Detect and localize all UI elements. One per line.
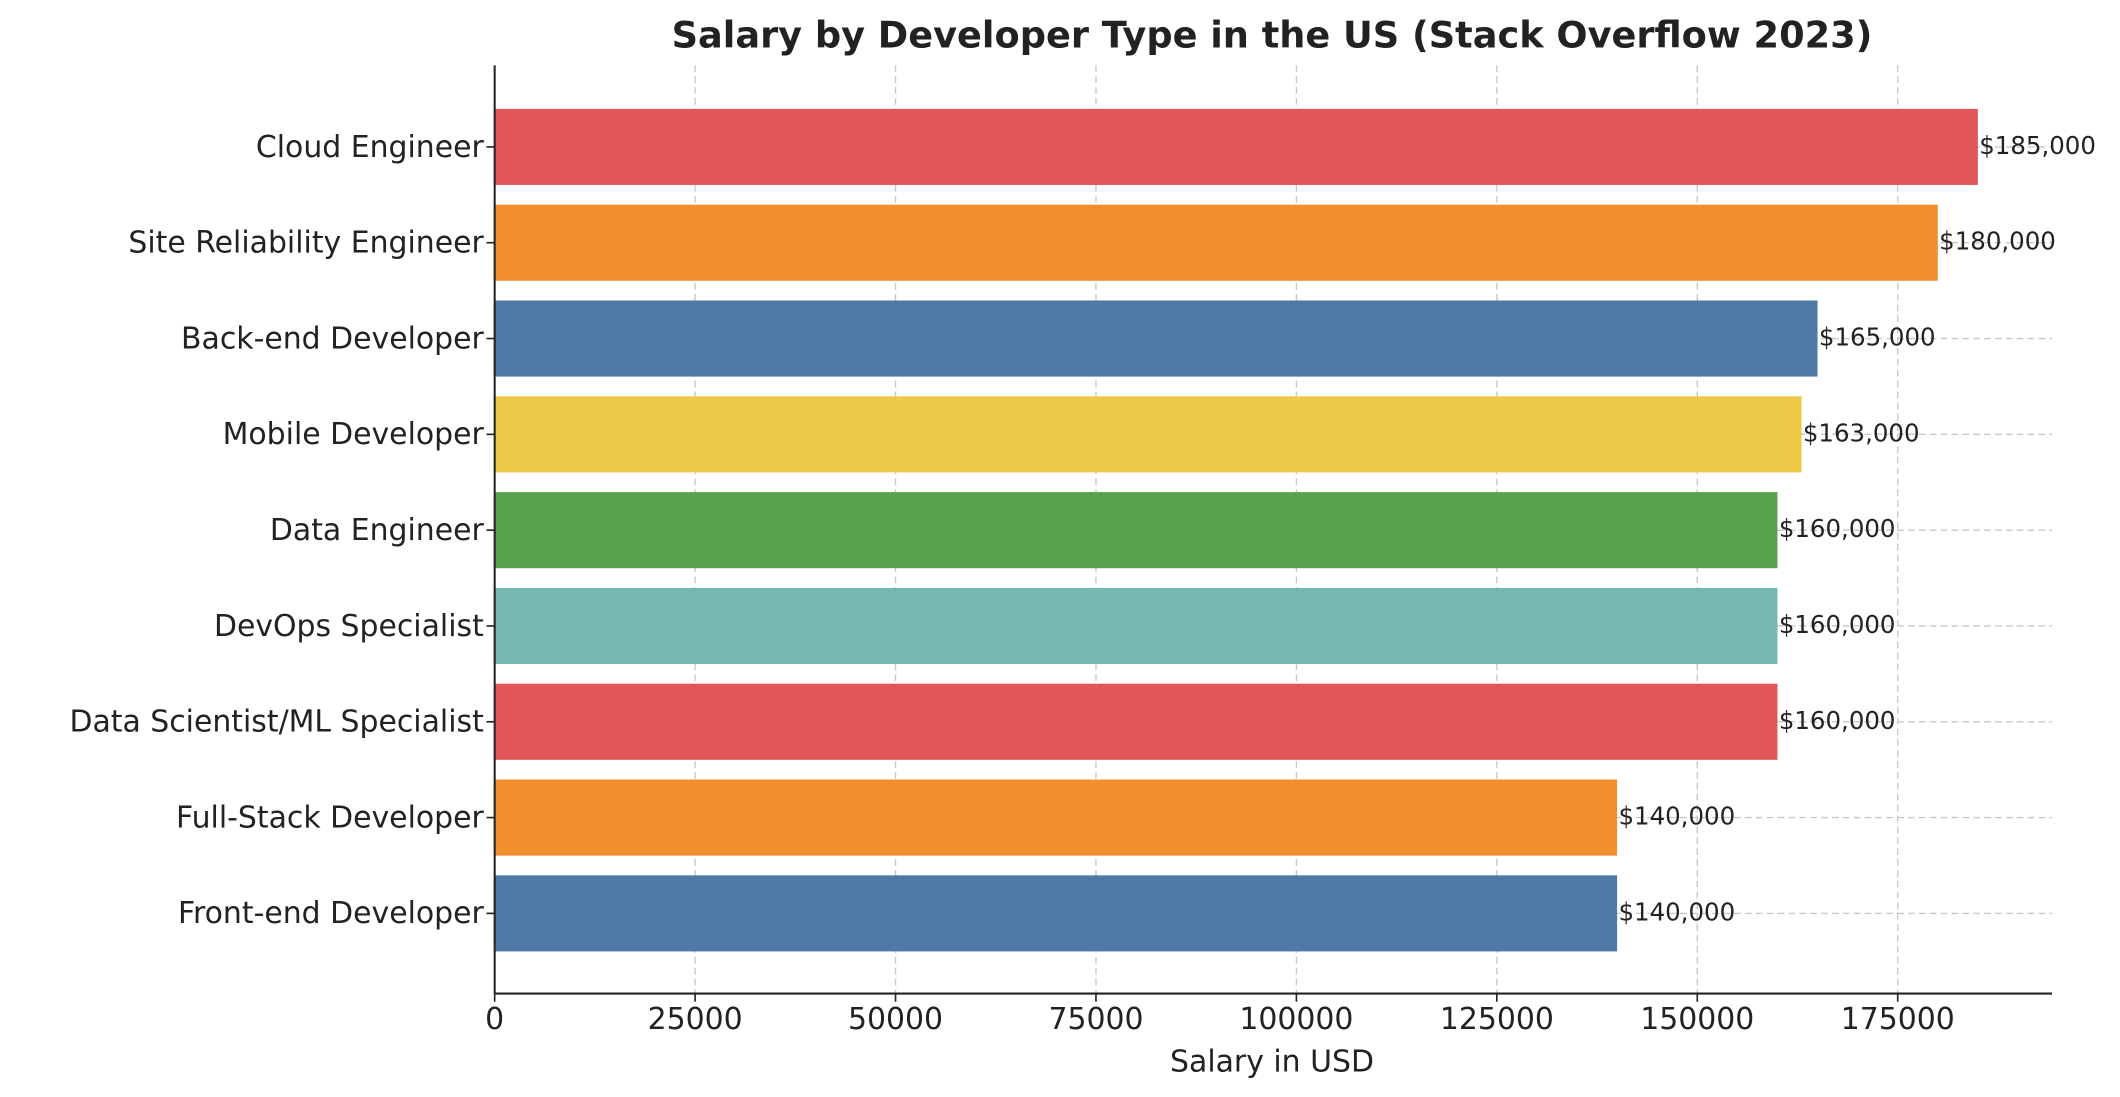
x-tick-label: 25000: [648, 1002, 743, 1037]
value-label: $165,000: [1819, 323, 1936, 352]
value-label: $160,000: [1779, 514, 1896, 543]
y-tick-label: Site Reliability Engineer: [128, 226, 484, 261]
y-tick-label: Cloud Engineer: [256, 130, 485, 165]
value-label: $160,000: [1779, 610, 1896, 639]
x-tick-label: 175000: [1841, 1002, 1955, 1037]
y-tick-label: Back-end Developer: [181, 321, 484, 356]
bar: [494, 683, 1778, 760]
value-label: $185,000: [1979, 131, 2096, 160]
x-tick-label: 50000: [848, 1002, 943, 1037]
bar: [494, 396, 1802, 473]
value-label: $180,000: [1939, 227, 2056, 256]
bar: [494, 779, 1618, 856]
bar: [494, 108, 1978, 185]
bar: [494, 492, 1778, 569]
y-tick-label: Data Engineer: [270, 513, 485, 548]
y-tick-label: Mobile Developer: [223, 417, 485, 452]
x-tick-label: 75000: [1048, 1002, 1143, 1037]
y-tick-label: Data Scientist/ML Specialist: [69, 705, 483, 740]
value-label: $160,000: [1779, 706, 1896, 735]
y-tick-label: Front-end Developer: [178, 896, 484, 931]
bar: [494, 300, 1818, 377]
value-label: $140,000: [1618, 897, 1735, 926]
x-tick-label: 0: [485, 1002, 504, 1037]
chart-title: Salary by Developer Type in the US (Stac…: [672, 13, 1873, 56]
x-axis-label: Salary in USD: [1170, 1044, 1374, 1079]
y-tick-label: DevOps Specialist: [214, 609, 484, 644]
y-tick-label: Full-Stack Developer: [176, 800, 484, 835]
x-tick-label: 100000: [1239, 1002, 1353, 1037]
x-tick-label: 150000: [1640, 1002, 1754, 1037]
bar: [494, 875, 1618, 952]
value-label: $140,000: [1618, 802, 1735, 831]
bar: [494, 587, 1778, 665]
value-label: $163,000: [1803, 418, 1920, 447]
x-tick-label: 125000: [1440, 1002, 1554, 1037]
bar: [494, 204, 1938, 281]
